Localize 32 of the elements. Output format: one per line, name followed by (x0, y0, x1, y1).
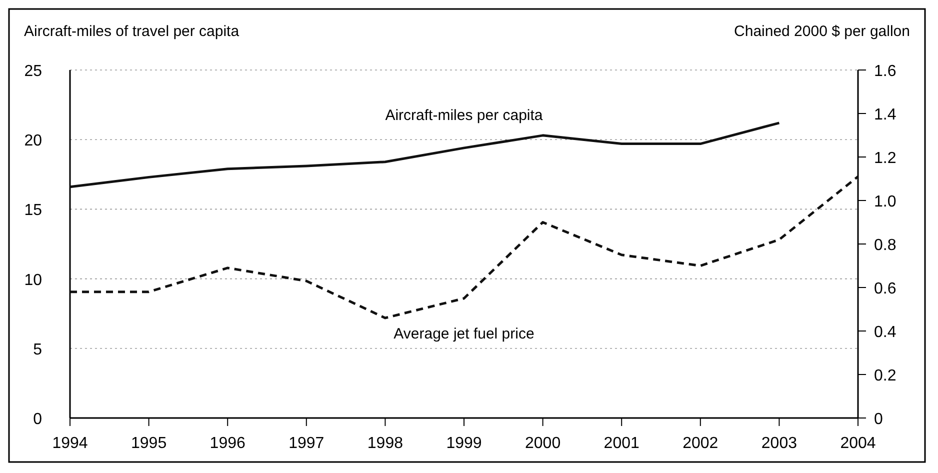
x-tick-label: 1997 (288, 435, 324, 452)
line-series (68, 175, 860, 320)
y-tick-label: 10 (24, 272, 42, 289)
y2-tick-label: 1.4 (874, 106, 896, 124)
y2-tick-label: 0.8 (874, 237, 896, 254)
x-tick-label: 1996 (210, 435, 246, 452)
y2-tick-label: 1.6 (874, 63, 896, 80)
y2-axis-title: Chained 2000 $ per gallon (734, 23, 910, 40)
x-tick-label: 2003 (761, 435, 798, 452)
x-tick-label: 2002 (682, 435, 718, 452)
y2-tick-label: 0 (874, 411, 883, 428)
line-series (68, 122, 780, 188)
x-tick-label: 2004 (840, 435, 876, 452)
y-tick-label: 15 (24, 202, 42, 220)
y-tick-label: 20 (24, 132, 42, 150)
y2-tick-label: 1.0 (874, 194, 896, 210)
y2-tick-label: 0.4 (874, 324, 896, 341)
y-tick-label: 5 (33, 341, 42, 358)
series-label: Average jet fuel price (394, 325, 534, 342)
x-tick-label: 2001 (604, 435, 640, 452)
x-tick-label: 1999 (446, 435, 482, 452)
series-label: Aircraft-miles per capita (385, 106, 544, 124)
x-tick-label: 1998 (367, 435, 404, 452)
y2-tick-label: 1.2 (874, 150, 896, 167)
y2-tick-label: 0.6 (874, 280, 896, 298)
x-tick-label: 1995 (131, 435, 167, 452)
x-tick-label: 1994 (52, 435, 88, 452)
x-tick-label: 2000 (525, 435, 561, 452)
y-tick-label: 0 (33, 411, 42, 428)
y-axis-title: Aircraft-miles of travel per capita (24, 23, 240, 40)
y2-tick-label: 0.2 (874, 368, 896, 384)
y-tick-label: 25 (24, 63, 42, 80)
